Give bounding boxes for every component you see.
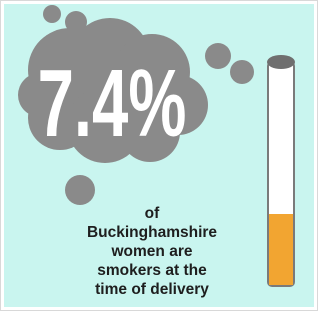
caption-line: women are — [111, 243, 193, 260]
caption-line: of — [145, 205, 160, 222]
cigarette — [267, 55, 295, 286]
caption-line: Buckinghamshire — [87, 224, 217, 241]
stat: 7.4% — [38, 51, 187, 157]
page: 7.4% of Buckinghamshire women are smoker… — [0, 0, 318, 311]
caption-line: time of delivery — [95, 281, 209, 298]
infographic: 7.4% of Buckinghamshire women are smoker… — [0, 0, 318, 311]
caption-line: smokers at the — [97, 262, 207, 279]
